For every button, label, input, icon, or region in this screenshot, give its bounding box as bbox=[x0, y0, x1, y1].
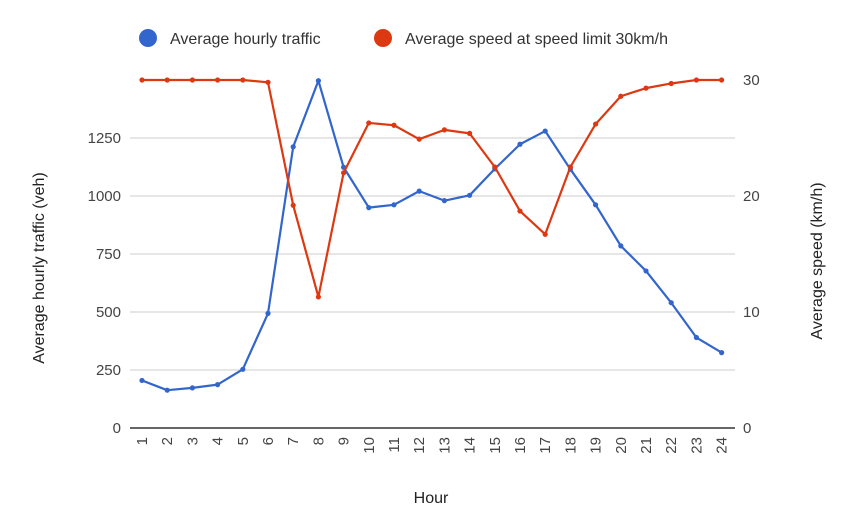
data-point-traffic bbox=[693, 334, 700, 341]
x-tick-label: 11 bbox=[386, 437, 403, 453]
series-line-speed bbox=[142, 78, 722, 299]
data-point-traffic bbox=[290, 144, 296, 150]
data-point-speed bbox=[643, 85, 649, 91]
right-tick-label: 30 bbox=[743, 72, 760, 89]
data-point-traffic bbox=[391, 202, 397, 208]
data-point-speed bbox=[290, 202, 296, 208]
x-tick-label: 14 bbox=[462, 437, 479, 454]
data-point-speed bbox=[567, 164, 574, 170]
x-tick-label: 19 bbox=[588, 437, 605, 454]
left-axis-title: Average hourly traffic (veh) bbox=[31, 172, 48, 364]
data-point-traffic bbox=[441, 198, 447, 204]
data-point-speed bbox=[719, 77, 725, 83]
data-point-traffic bbox=[366, 205, 372, 211]
legend-label-traffic: Average hourly traffic bbox=[170, 31, 321, 48]
data-point-speed bbox=[265, 79, 271, 85]
data-point-traffic bbox=[517, 141, 523, 147]
data-point-speed bbox=[341, 170, 347, 176]
data-point-speed bbox=[441, 127, 447, 133]
right-tick-label: 10 bbox=[743, 304, 760, 321]
data-point-speed bbox=[593, 121, 599, 127]
gridlines bbox=[130, 137, 735, 371]
series-line-traffic bbox=[141, 79, 723, 392]
left-tick-label: 0 bbox=[113, 420, 121, 437]
data-point-speed bbox=[492, 164, 498, 170]
data-point-traffic bbox=[668, 300, 674, 306]
x-tick-label: 7 bbox=[285, 437, 302, 445]
x-tick-label: 21 bbox=[638, 437, 655, 454]
legend-label-speed: Average speed at speed limit 30km/h bbox=[405, 31, 668, 48]
x-tick-label: 3 bbox=[184, 437, 201, 445]
data-point-speed bbox=[240, 77, 246, 83]
left-tick-label: 500 bbox=[96, 304, 121, 321]
left-tick-label: 750 bbox=[96, 246, 121, 263]
left-tick-label: 1000 bbox=[88, 188, 121, 205]
x-tick-label: 24 bbox=[714, 437, 731, 454]
data-point-traffic bbox=[593, 202, 599, 208]
data-point-speed bbox=[416, 136, 422, 142]
legend-marker-traffic bbox=[139, 29, 157, 47]
data-point-speed bbox=[164, 77, 170, 83]
x-tick-label: 22 bbox=[663, 437, 680, 454]
data-point-traffic bbox=[240, 366, 246, 372]
data-point-speed bbox=[215, 77, 221, 83]
right-axis-title: Average speed (km/h) bbox=[809, 182, 826, 339]
left-tick-label: 250 bbox=[96, 362, 121, 379]
data-point-traffic bbox=[542, 128, 548, 134]
x-tick-label: 8 bbox=[310, 437, 327, 445]
x-tick-label: 10 bbox=[361, 437, 378, 454]
data-point-traffic bbox=[215, 382, 221, 388]
x-tick-label: 1 bbox=[134, 437, 151, 445]
right-tick-label: 20 bbox=[743, 188, 760, 205]
x-tick-label: 20 bbox=[613, 437, 630, 454]
left-tick-label: 1250 bbox=[88, 130, 121, 147]
x-axis-title: Hour bbox=[414, 490, 449, 507]
data-point-speed bbox=[668, 80, 674, 87]
data-point-traffic bbox=[467, 192, 473, 198]
data-point-speed bbox=[315, 294, 321, 300]
x-tick-label: 9 bbox=[336, 437, 353, 445]
legend-marker-speed bbox=[374, 29, 392, 47]
data-point-traffic bbox=[315, 78, 321, 84]
data-point-speed bbox=[391, 122, 397, 128]
right-tick-label: 0 bbox=[743, 420, 751, 437]
x-tick-label: 15 bbox=[487, 437, 504, 454]
legend: Average hourly traffic Average speed at s… bbox=[139, 29, 668, 48]
x-tick-label: 18 bbox=[562, 437, 579, 454]
x-tick-label: 23 bbox=[688, 437, 705, 454]
data-point-speed bbox=[517, 208, 523, 214]
x-tick-label: 2 bbox=[159, 437, 176, 445]
data-point-traffic bbox=[164, 387, 170, 393]
data-point-traffic bbox=[719, 350, 725, 356]
x-tick-label: 6 bbox=[260, 437, 277, 445]
data-point-traffic bbox=[189, 385, 195, 391]
data-point-speed bbox=[618, 93, 624, 99]
data-point-traffic bbox=[416, 188, 422, 194]
data-point-speed bbox=[467, 130, 473, 136]
x-tick-label: 16 bbox=[512, 437, 529, 454]
data-point-traffic bbox=[139, 377, 145, 384]
x-tick-label: 13 bbox=[436, 437, 453, 454]
x-tick-label: 17 bbox=[537, 437, 554, 454]
data-point-speed bbox=[366, 120, 372, 126]
x-tick-label: 12 bbox=[411, 437, 428, 454]
x-tick-label: 4 bbox=[210, 437, 227, 445]
series-lines bbox=[139, 77, 725, 393]
x-tick-label: 5 bbox=[235, 437, 252, 445]
data-point-traffic bbox=[265, 310, 271, 316]
data-point-traffic bbox=[618, 243, 624, 249]
data-point-traffic bbox=[643, 268, 649, 274]
data-point-speed bbox=[542, 231, 548, 237]
data-point-speed bbox=[693, 77, 700, 83]
data-point-speed bbox=[189, 77, 195, 83]
data-point-speed bbox=[139, 77, 145, 83]
